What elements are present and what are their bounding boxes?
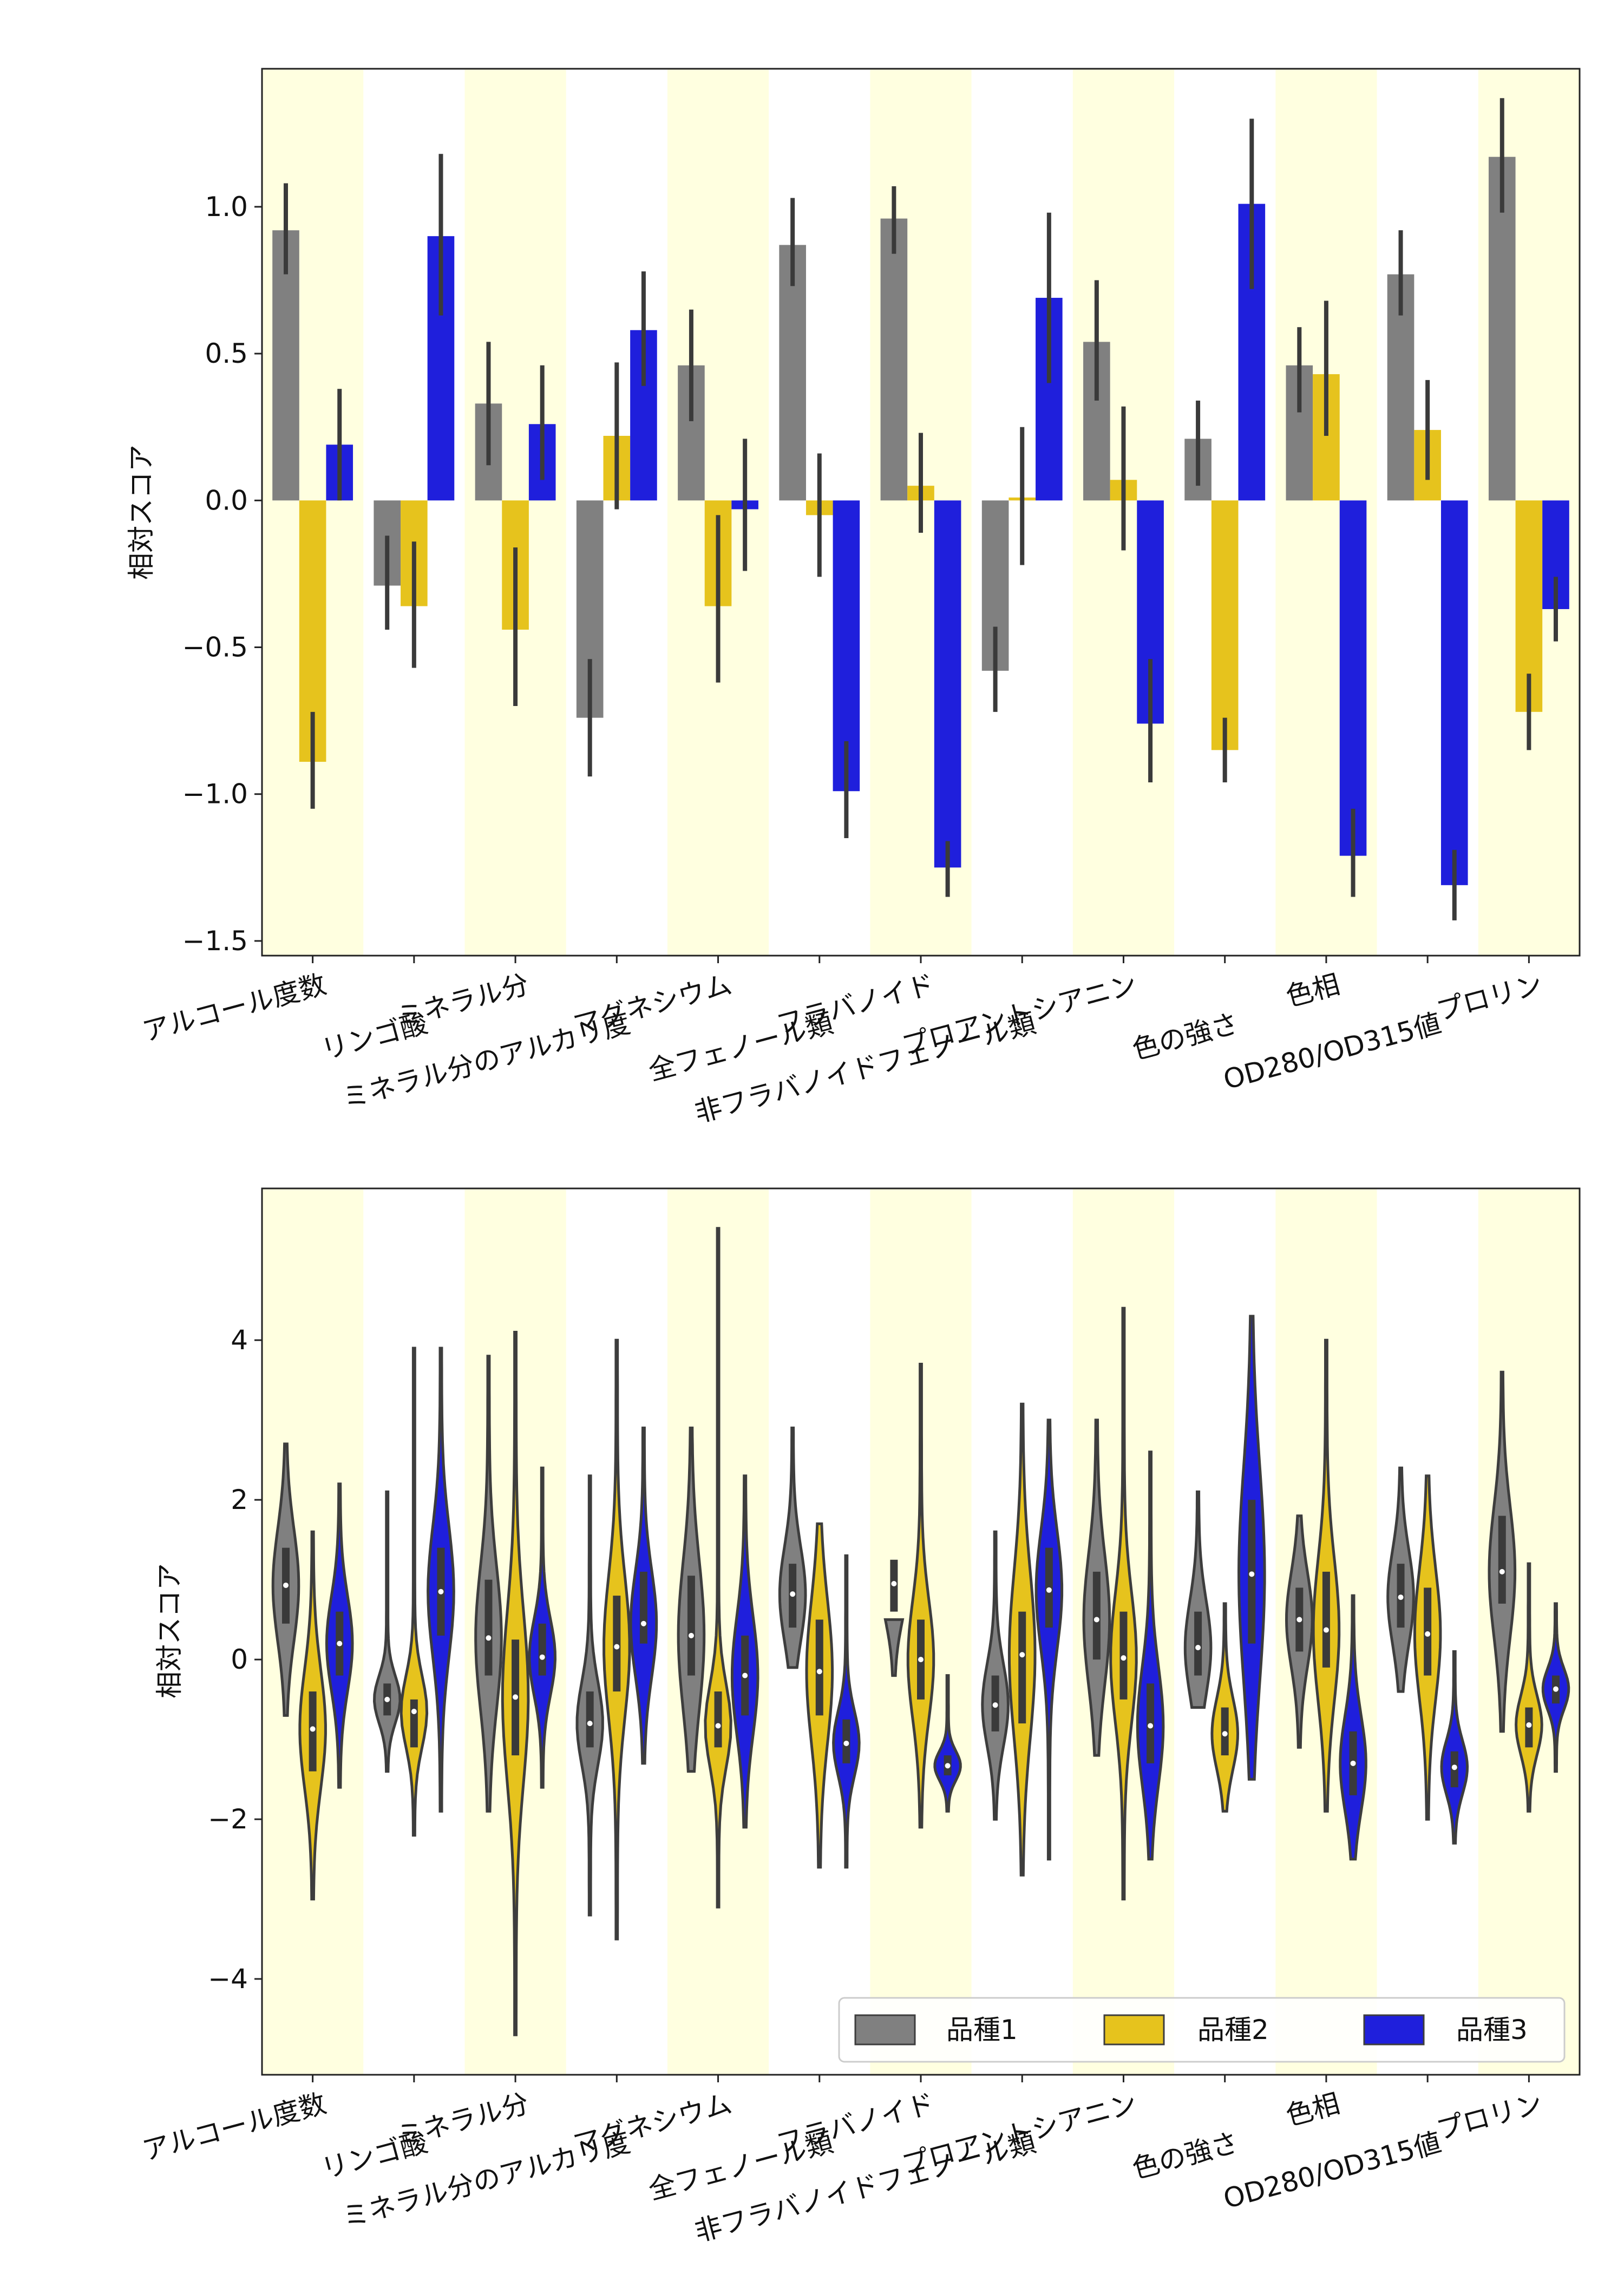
violin-box xyxy=(484,1579,493,1676)
legend-label-series-2: 品種2 xyxy=(1197,2014,1269,2046)
violin-median xyxy=(486,1635,492,1641)
violin-median xyxy=(1553,1686,1559,1692)
violin-median xyxy=(790,1591,796,1597)
violin-median xyxy=(1019,1652,1025,1658)
violin-series-2 xyxy=(1109,1306,1138,1900)
violin-box xyxy=(815,1619,823,1716)
violin-median xyxy=(1425,1631,1431,1637)
violin-median xyxy=(843,1740,849,1746)
violin-series-2 xyxy=(906,1363,935,1829)
violin-median xyxy=(891,1581,897,1587)
violin-median xyxy=(945,1763,951,1769)
violin-median xyxy=(1350,1760,1356,1766)
violin-series-3 xyxy=(1339,1594,1367,1861)
violin-median xyxy=(816,1669,822,1675)
violin-median xyxy=(587,1721,593,1727)
violin-box xyxy=(639,1571,647,1644)
violin-median xyxy=(614,1644,620,1650)
violin-median xyxy=(438,1589,444,1595)
bar-y-axis-label: 相対スコア xyxy=(126,445,157,580)
violin-series-3 xyxy=(1136,1450,1165,1861)
y-tick-label: 4 xyxy=(231,1324,248,1356)
violin-median xyxy=(539,1654,545,1660)
violin-median xyxy=(742,1672,748,1678)
bar-series-1 xyxy=(779,245,806,501)
violin-y-axis-label: 相対スコア xyxy=(154,1563,185,1698)
violin-median xyxy=(688,1632,694,1638)
violin-series-2 xyxy=(704,1227,732,1909)
violin-box xyxy=(538,1623,546,1676)
y-tick-label: −2 xyxy=(208,1803,248,1835)
violin-median xyxy=(513,1694,519,1700)
violin-median xyxy=(1499,1569,1505,1574)
bar-series-3 xyxy=(1339,500,1367,856)
violin-box xyxy=(410,1699,418,1748)
violin-median xyxy=(1148,1723,1154,1729)
violin-series-3 xyxy=(1034,1419,1064,1861)
violin-series-1 xyxy=(883,1618,905,1677)
legend: 品種1 品種2 品種3 xyxy=(838,1997,1566,2063)
bar-series-3 xyxy=(1440,500,1468,885)
violin-median xyxy=(1046,1587,1052,1593)
bar-series-3 xyxy=(934,500,961,868)
violin-median xyxy=(992,1702,998,1708)
violin-median xyxy=(918,1657,924,1663)
y-tick-label: −1.0 xyxy=(182,779,248,810)
violin-box xyxy=(613,1596,621,1692)
violin-series-2 xyxy=(1210,1602,1240,1813)
bar-series-1 xyxy=(880,218,908,501)
bar-series-2 xyxy=(1211,500,1239,750)
violin-series-3 xyxy=(1440,1650,1469,1845)
y-tick-label: 2 xyxy=(231,1484,248,1515)
legend-label-series-1: 品種1 xyxy=(946,2014,1018,2046)
violin-median xyxy=(1222,1731,1228,1737)
violin-median xyxy=(1526,1722,1532,1728)
legend-swatch-series-3 xyxy=(1363,2014,1425,2046)
violin-median xyxy=(640,1620,646,1626)
violin-series-3 xyxy=(832,1554,861,1869)
violin-median xyxy=(337,1641,343,1646)
violin-series-1 xyxy=(1183,1490,1213,1709)
violin-median xyxy=(1451,1765,1457,1770)
violin-median xyxy=(1398,1595,1404,1600)
violin-median xyxy=(1195,1644,1201,1650)
violin-series-2 xyxy=(400,1347,429,1837)
violin-median xyxy=(1249,1571,1255,1577)
violin-median xyxy=(283,1582,289,1588)
bar-series-1 xyxy=(1488,156,1516,501)
violin-box xyxy=(687,1576,695,1676)
violin-median xyxy=(1296,1617,1302,1623)
y-tick-label: 0.5 xyxy=(205,338,248,369)
y-tick-label: 1.0 xyxy=(205,191,248,223)
violin-median xyxy=(1121,1655,1127,1661)
legend-swatch-series-1 xyxy=(854,2014,916,2046)
violin-box xyxy=(1018,1611,1026,1724)
legend-label-series-3: 品種3 xyxy=(1456,2014,1528,2046)
violin-series-1 xyxy=(372,1490,402,1773)
violin-box xyxy=(586,1691,594,1748)
violin-median xyxy=(715,1723,721,1729)
y-tick-label: 0 xyxy=(231,1644,248,1675)
violin-median xyxy=(411,1708,417,1714)
violin-series-2 xyxy=(1515,1562,1543,1813)
violin-series-3 xyxy=(933,1674,962,1813)
violin-box xyxy=(1194,1611,1202,1676)
violin-box xyxy=(1322,1571,1330,1668)
violin-box xyxy=(714,1691,722,1748)
y-tick-label: −0.5 xyxy=(182,631,248,663)
violin-series-1 xyxy=(778,1426,807,1669)
violin-median xyxy=(310,1726,316,1732)
violin-box xyxy=(1498,1515,1506,1604)
y-tick-label: −1.5 xyxy=(182,925,248,957)
violin-box xyxy=(1092,1571,1101,1660)
violin-median xyxy=(384,1696,390,1702)
violin-median xyxy=(1323,1627,1329,1633)
y-tick-label: 0.0 xyxy=(205,485,248,516)
bar-series-1 xyxy=(272,230,299,501)
legend-frame xyxy=(838,1997,1566,2063)
legend-swatch-series-2 xyxy=(1103,2014,1165,2046)
y-tick-label: −4 xyxy=(208,1963,248,1995)
violin-median xyxy=(1093,1617,1099,1623)
